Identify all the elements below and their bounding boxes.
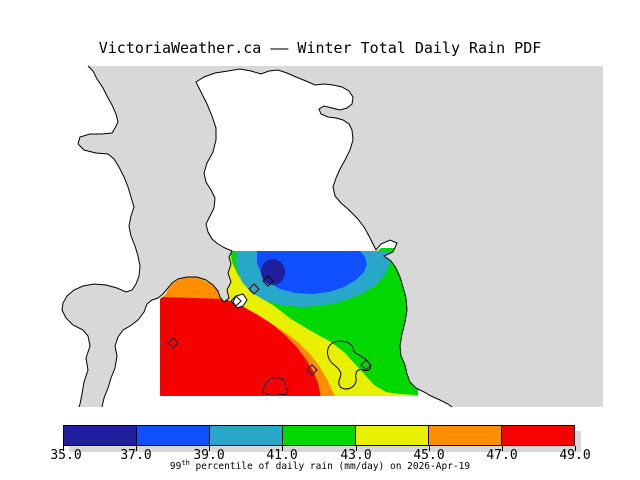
colorbar-tickmark	[502, 446, 503, 451]
station-markers	[167, 275, 372, 376]
station-diamond-icon	[248, 283, 260, 295]
colorbar-tickmark	[282, 446, 283, 451]
station-diamond-icon	[167, 337, 179, 349]
colorbar-tickmark	[63, 446, 64, 451]
lake-outline-large	[327, 340, 371, 390]
station-diamond-icon	[262, 275, 274, 287]
caption-superscript: th	[181, 459, 190, 467]
contour-navy-35-37	[261, 259, 285, 285]
colorbar-tickmark	[136, 446, 137, 451]
colorbar-tickmark	[429, 446, 430, 451]
contour-blue-37-39	[257, 251, 367, 294]
lake-outline-small	[262, 377, 289, 396]
colorbar-segment-37-39	[136, 426, 209, 445]
colorbar-tickmark	[209, 446, 210, 451]
station-diamond-icon	[360, 359, 372, 371]
colorbar	[63, 425, 575, 446]
harbour-island	[232, 293, 248, 309]
colorbar-tickmark	[575, 446, 576, 451]
colorbar-segment-43-45	[355, 426, 428, 445]
colorbar-tick-label: 37.0	[120, 448, 152, 463]
colorbar-segment-45-47	[428, 426, 501, 445]
colorbar-caption: 99th percentile of daily rain (mm/day) o…	[170, 459, 470, 472]
contour-red-47-49	[160, 297, 321, 396]
colorbar-tick-label: 39.0	[193, 448, 225, 463]
caption-number: 99	[169, 461, 182, 472]
colorbar-segment-47-49	[501, 426, 574, 445]
colorbar-segment-41-43	[282, 426, 355, 445]
water-area	[62, 66, 603, 407]
coastline-main	[101, 68, 453, 408]
coastline-west	[61, 65, 141, 408]
caption-text: percentile of daily rain (mm/day) on 202…	[189, 461, 471, 472]
page-title: VictoriaWeather.ca —— Winter Total Daily…	[98, 39, 542, 57]
colorbar-tick-label: 43.0	[340, 448, 372, 463]
colorbar-segment-39-41	[209, 426, 282, 445]
colorbar-tick-label: 45.0	[413, 448, 445, 463]
station-diamond-icon	[230, 295, 242, 307]
station-diamond-icon	[306, 364, 318, 376]
colorbar-segment-35-37	[64, 426, 136, 445]
colorbar-tick-label: 41.0	[266, 448, 298, 463]
colorbar-tick-label: 35.0	[50, 448, 82, 463]
colorbar-tick-label: 49.0	[559, 448, 591, 463]
colorbar-tick-label: 47.0	[486, 448, 518, 463]
colorbar-tickmark	[356, 446, 357, 451]
